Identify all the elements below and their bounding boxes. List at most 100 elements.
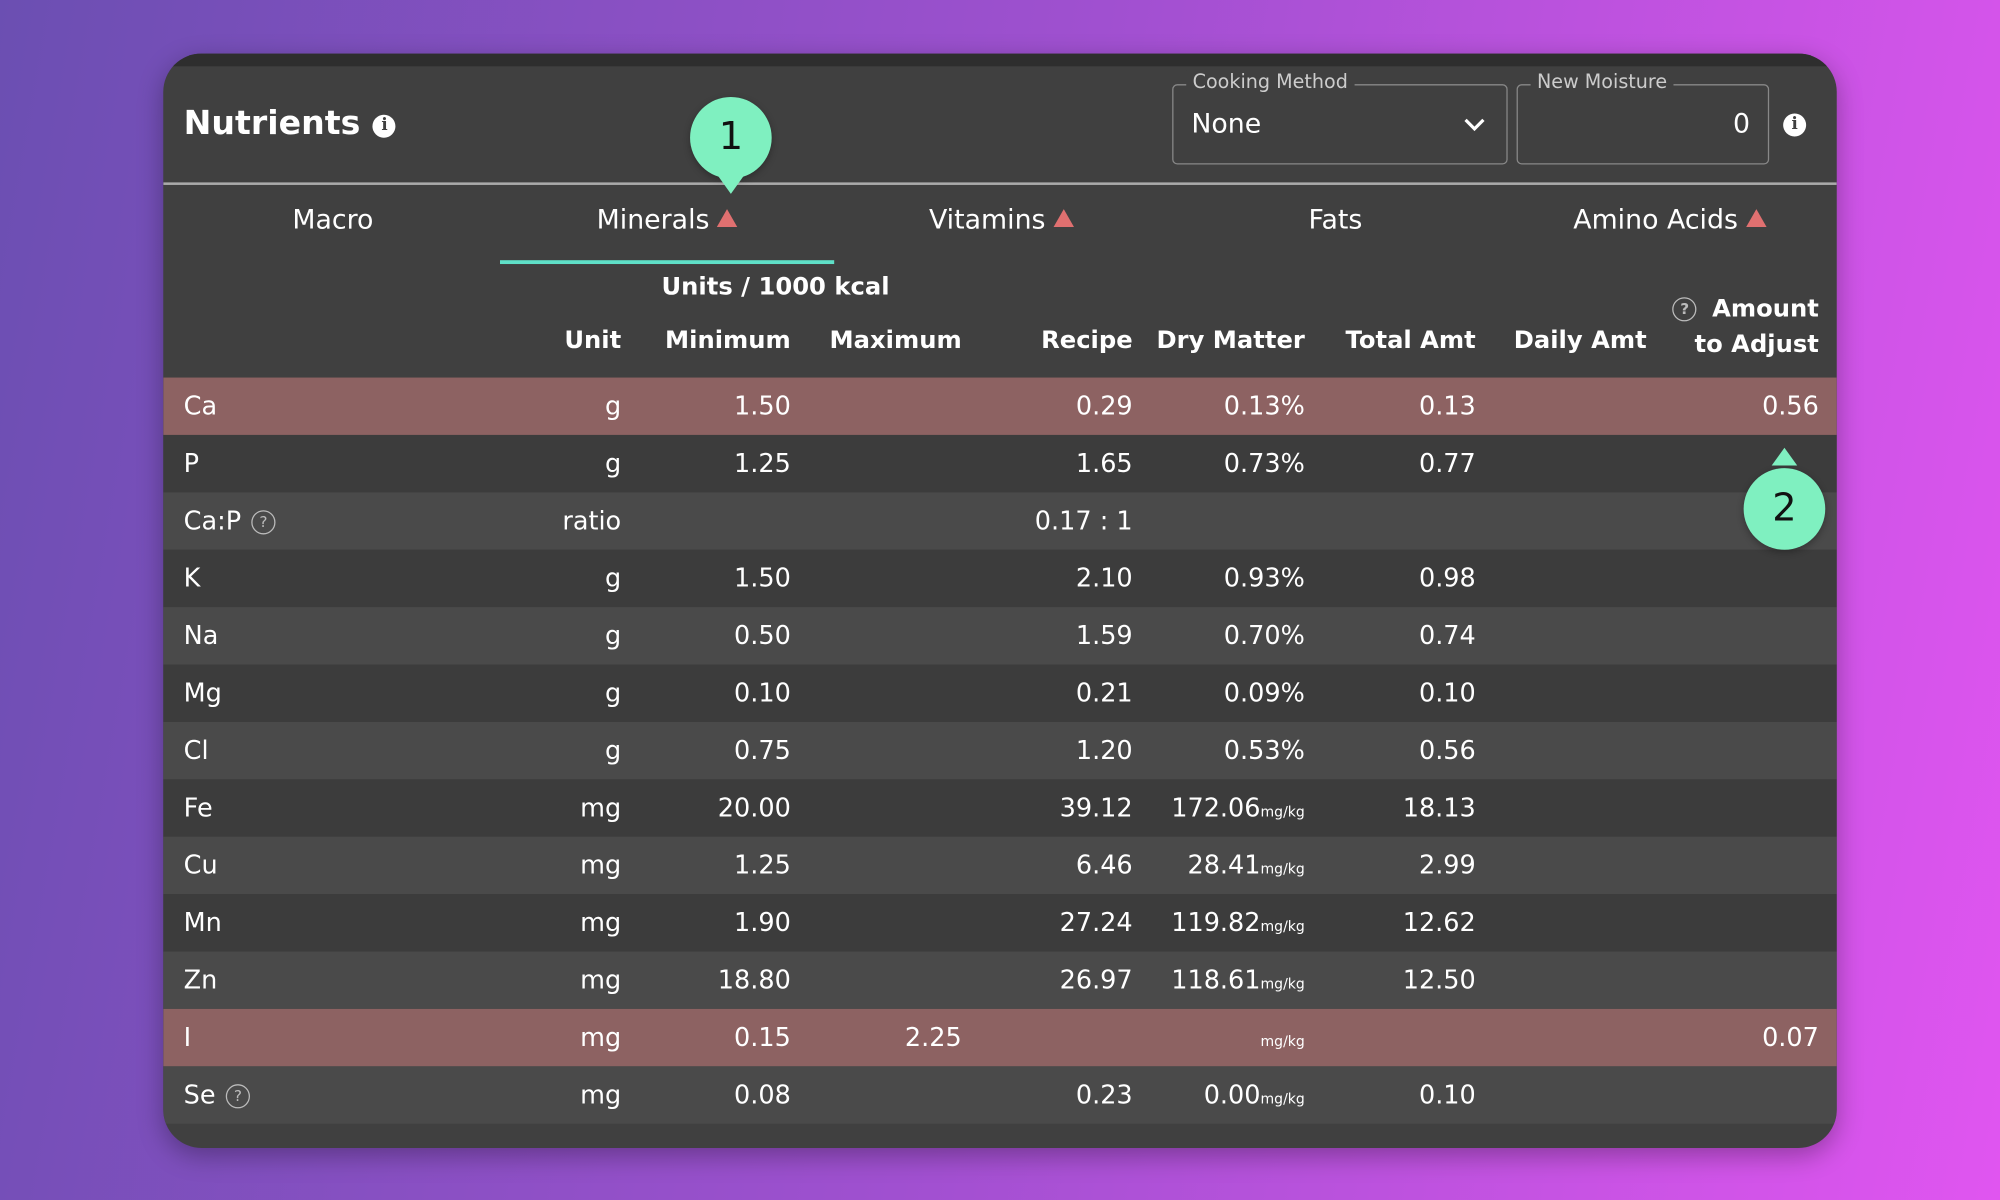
header-line: to Adjust	[1694, 330, 1819, 359]
cell-value: 0.50	[734, 619, 791, 651]
unit: g	[605, 722, 621, 779]
tab[interactable]: Amino Acids	[1503, 204, 1837, 235]
cell-value: mg	[580, 964, 622, 995]
info-icon[interactable]: i	[373, 114, 397, 138]
nutrient-text: Zn	[183, 964, 218, 995]
annotation-bubble: 2	[1743, 468, 1826, 550]
cell-value: 0.00	[1203, 1079, 1261, 1110]
total-amt: 0.98	[1419, 550, 1476, 607]
table-row: Mg g 0.10 0.21 0.09% 0.10	[163, 664, 1837, 722]
tab[interactable]: Macro	[166, 204, 500, 235]
recipe: 26.97	[1060, 952, 1133, 1009]
unit: mg	[580, 1009, 621, 1066]
tab-label: Fats	[1308, 204, 1363, 235]
maximum: 2.25	[905, 1009, 962, 1066]
cell-value: mg	[580, 906, 622, 938]
cell-unit: mg/kg	[1260, 918, 1305, 935]
cell-unit: mg/kg	[1260, 803, 1305, 821]
minimum: 0.10	[734, 665, 791, 722]
cell-value: mg	[580, 1021, 622, 1053]
dry-matter: 0.13%	[1224, 378, 1305, 435]
cell-unit: mg/kg	[1260, 860, 1305, 878]
cell-value: 1.50	[734, 390, 791, 421]
cell-value: 0.23	[1075, 1079, 1133, 1110]
unit: g	[605, 378, 621, 435]
warning-icon	[717, 209, 738, 228]
tab-label: Amino Acids	[1573, 204, 1738, 235]
table-row: Na g 0.50 1.59 0.70% 0.74	[163, 607, 1837, 665]
column-header: Daily Amt	[1513, 326, 1647, 355]
tab[interactable]: Vitamins	[834, 204, 1168, 235]
unit: g	[605, 607, 621, 664]
cell-value: mg	[580, 792, 622, 823]
help-icon[interactable]: ?	[225, 1084, 250, 1109]
table-row: Cu mg 1.25 6.46 28.41mg/kg 2.99	[163, 836, 1837, 895]
nutrients-card: Nutrients i Cooking Method None New Moist…	[163, 53, 1837, 1148]
cell-value: 0.07	[1762, 1021, 1819, 1053]
nutrient-name: K	[184, 550, 201, 607]
help-icon[interactable]: ?	[251, 510, 276, 535]
annotation-bubble: 1	[690, 96, 772, 179]
recipe: 0.21	[1076, 665, 1133, 722]
separator	[163, 182, 1837, 185]
cell-value: 1.90	[734, 906, 791, 938]
unit: ratio	[562, 492, 621, 549]
nutrient-text: K	[183, 562, 201, 594]
recipe: 0.29	[1076, 378, 1133, 435]
dry-matter: 0.93%	[1224, 550, 1305, 607]
chevron	[1464, 118, 1485, 132]
cell-unit: mg/kg	[1260, 975, 1305, 993]
tab[interactable]: Minerals	[500, 204, 834, 235]
unit: mg	[580, 779, 621, 836]
nutrient-name: Ca:P?	[184, 492, 276, 549]
column-header: Minimum	[665, 326, 791, 355]
recipe: 0.23	[1076, 1066, 1133, 1123]
nutrient-text: Cu	[183, 849, 218, 881]
nutrient-name: Mg	[184, 665, 222, 722]
help-icon[interactable]: ?	[1672, 297, 1697, 322]
cell-value: 1.59	[1075, 619, 1133, 651]
minimum: 1.50	[734, 378, 791, 435]
nutrient-text: P	[183, 447, 200, 479]
cell-value: 1.25	[734, 447, 791, 479]
new-moisture-input[interactable]: New Moisture 0	[1516, 70, 1770, 165]
minimum: 1.25	[734, 435, 791, 492]
cell-value: 12.50	[1402, 964, 1476, 995]
nutrient-name: Se?	[184, 1066, 250, 1123]
dry-matter: 119.82mg/kg	[1171, 894, 1305, 955]
cooking-method-select[interactable]: Cooking Method None	[1172, 70, 1508, 165]
recipe: 6.46	[1076, 837, 1133, 894]
recipe: 27.24	[1060, 894, 1133, 951]
table-row: Ca:P? ratio 0.17 : 1	[163, 492, 1837, 550]
dry-matter: 0.70%	[1224, 607, 1305, 664]
cell-value: 1.65	[1075, 447, 1133, 479]
cell-value: 0.70%	[1223, 619, 1305, 651]
column-header: Recipe	[1041, 326, 1133, 355]
cell-value: g	[604, 677, 622, 708]
active-underline	[499, 260, 835, 265]
pointer	[1771, 447, 1798, 466]
dry-matter: 0.09%	[1224, 665, 1305, 722]
table-row: Se? mg 0.08 0.23 0.00mg/kg 0.10	[163, 1066, 1837, 1124]
header-line: ? Amount	[1672, 291, 1819, 327]
nutrient-name: I	[184, 1009, 192, 1066]
cell-value: 2.10	[1075, 562, 1133, 594]
column-header: Unit	[564, 326, 622, 355]
minimum: 20.00	[718, 779, 791, 836]
info-icon[interactable]: i	[1783, 113, 1807, 137]
unit: g	[605, 435, 621, 492]
tab[interactable]: Fats	[1168, 204, 1502, 235]
pointer	[718, 176, 744, 194]
cell-value: g	[604, 390, 622, 421]
tab-label: Minerals	[596, 204, 710, 235]
minimum: 1.25	[734, 837, 791, 894]
cell-value: 0.93%	[1223, 562, 1305, 594]
field-label: Cooking Method	[1186, 70, 1355, 94]
cell-value: 1.25	[734, 849, 791, 881]
cell-value: 118.61	[1171, 964, 1261, 995]
cell-value: 0.13	[1418, 390, 1476, 421]
amount-to-adjust: 0.56	[1762, 378, 1819, 435]
total-amt: 18.13	[1403, 779, 1476, 836]
field-value: None	[1191, 108, 1262, 140]
nutrient-text: Mg	[183, 677, 222, 708]
